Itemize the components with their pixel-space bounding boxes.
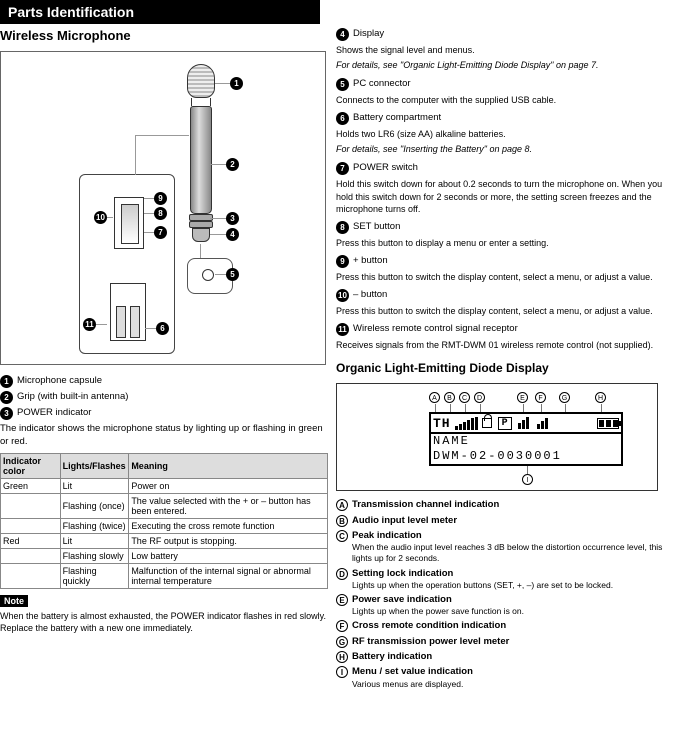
indicator-table: Indicator color Lights/Flashes Meaning G… — [0, 453, 328, 589]
list-batt: 6Battery compartment — [336, 112, 676, 125]
power-save-icon: P — [498, 417, 512, 430]
list-item: GRF transmission power level meter — [336, 636, 676, 648]
callout-6: 6 — [156, 322, 169, 335]
list-item: 8SET button — [336, 221, 676, 234]
callout-8: 8 — [154, 207, 167, 220]
lcd-name-row: NAME — [431, 434, 621, 449]
list-item: EPower save indicationLights up when the… — [336, 594, 676, 617]
rf-tx-meter — [537, 418, 548, 429]
lcd-callout-d: D — [474, 392, 485, 403]
right-column: 4Display Shows the signal level and menu… — [336, 28, 676, 693]
callout-3: 3 — [226, 212, 239, 225]
lcd-serial-row: DWM-02-0030001 — [431, 449, 621, 464]
lcd-callout-i: I — [522, 474, 533, 485]
th-state: Lights/Flashes — [60, 453, 129, 478]
callout-10: 10 — [94, 211, 107, 224]
table-row: Flashing slowlyLow battery — [1, 548, 328, 563]
list-item: BAudio input level meter — [336, 515, 676, 527]
lcd-level-meter — [455, 417, 478, 430]
lcd-th: TH — [433, 416, 451, 431]
set-text: Press this button to display a menu or e… — [336, 237, 676, 249]
lcd-callout-a: A — [429, 392, 440, 403]
list-receptor: 11Wireless remote control signal recepto… — [336, 323, 676, 336]
callout-5: 5 — [226, 268, 239, 281]
list-item: 6Battery compartment — [336, 112, 676, 125]
minus-text: Press this button to switch the display … — [336, 305, 676, 317]
list-item: 5PC connector — [336, 78, 676, 91]
list-item: 3POWER indicator — [0, 407, 328, 420]
table-row: Flashing (once)The value selected with t… — [1, 493, 328, 518]
callout-2: 2 — [226, 158, 239, 171]
lcd-indicator-list: ATransmission channel indication BAudio i… — [336, 499, 676, 689]
list-set: 8SET button — [336, 221, 676, 234]
list-item: CPeak indicationWhen the audio input lev… — [336, 530, 676, 564]
th-meaning: Meaning — [129, 453, 328, 478]
indicator-intro: The indicator shows the microphone statu… — [0, 423, 328, 449]
page-title: Parts Identification — [0, 0, 320, 24]
note-label: Note — [0, 595, 28, 607]
table-row: Flashing quicklyMalfunction of the inter… — [1, 563, 328, 588]
callout-7: 7 — [154, 226, 167, 239]
lock-icon — [482, 418, 492, 428]
list-item: 10– button — [336, 289, 676, 302]
callout-9: 9 — [154, 192, 167, 205]
callout-1: 1 — [230, 77, 243, 90]
rf-meter — [518, 417, 529, 429]
batt-details: For details, see "Inserting the Battery"… — [336, 144, 676, 154]
callout-11: 11 — [83, 318, 96, 331]
lcd-callout-g: G — [559, 392, 570, 403]
list-item: ATransmission channel indication — [336, 499, 676, 511]
note-text: When the battery is almost exhausted, th… — [0, 610, 328, 634]
list-minus: 10– button — [336, 289, 676, 302]
power-text: Hold this switch down for about 0.2 seco… — [336, 178, 676, 214]
microphone-diagram: 1 2 3 4 5 6 7 8 9 10 11 — [0, 51, 326, 365]
lcd-screen: TH P NAME DWM-0 — [429, 412, 623, 466]
list-item: HBattery indication — [336, 651, 676, 663]
left-column: Wireless Microphone 1 2 3 4 5 6 7 — [0, 28, 328, 634]
lcd-callout-e: E — [517, 392, 528, 403]
list-item: IMenu / set value indicationVarious menu… — [336, 666, 676, 689]
lcd-callout-c: C — [459, 392, 470, 403]
table-row: GreenLitPower on — [1, 478, 328, 493]
display-intro: Shows the signal level and menus. — [336, 44, 676, 56]
list-pc: 5PC connector — [336, 78, 676, 91]
callout-4: 4 — [226, 228, 239, 241]
plus-text: Press this button to switch the display … — [336, 271, 676, 283]
list-item: 11Wireless remote control signal recepto… — [336, 323, 676, 336]
lcd-callout-f: F — [535, 392, 546, 403]
list-item: 1Microphone capsule — [0, 375, 328, 388]
list-item: 4Display — [336, 28, 676, 41]
receptor-text: Receives signals from the RMT-DWM 01 wir… — [336, 339, 676, 351]
list-item: 7POWER switch — [336, 162, 676, 175]
batt-text: Holds two LR6 (size AA) alkaline batteri… — [336, 128, 676, 140]
parts-list-right: 4Display — [336, 28, 676, 41]
th-color: Indicator color — [1, 453, 61, 478]
pc-text: Connects to the computer with the suppli… — [336, 94, 676, 106]
table-row: Flashing (twice)Executing the cross remo… — [1, 518, 328, 533]
list-item: DSetting lock indicationLights up when t… — [336, 568, 676, 591]
table-row: RedLitThe RF output is stopping. — [1, 533, 328, 548]
list-power: 7POWER switch — [336, 162, 676, 175]
list-plus: 9+ button — [336, 255, 676, 268]
lcd-callout-b: B — [444, 392, 455, 403]
subhead-wireless-microphone: Wireless Microphone — [0, 28, 328, 43]
parts-list: 1Microphone capsule 2Grip (with built-in… — [0, 375, 328, 420]
lcd-callout-h: H — [595, 392, 606, 403]
list-item: 2Grip (with built-in antenna) — [0, 391, 328, 404]
lcd-heading: Organic Light-Emitting Diode Display — [336, 361, 676, 375]
lcd-diagram: A B C D E F G H I TH P — [336, 383, 658, 491]
details-link: For details, see "Organic Light-Emitting… — [336, 60, 676, 70]
list-item: FCross remote condition indication — [336, 620, 676, 632]
battery-icon — [597, 418, 619, 429]
mic-illustration — [187, 64, 215, 242]
list-item: 9+ button — [336, 255, 676, 268]
